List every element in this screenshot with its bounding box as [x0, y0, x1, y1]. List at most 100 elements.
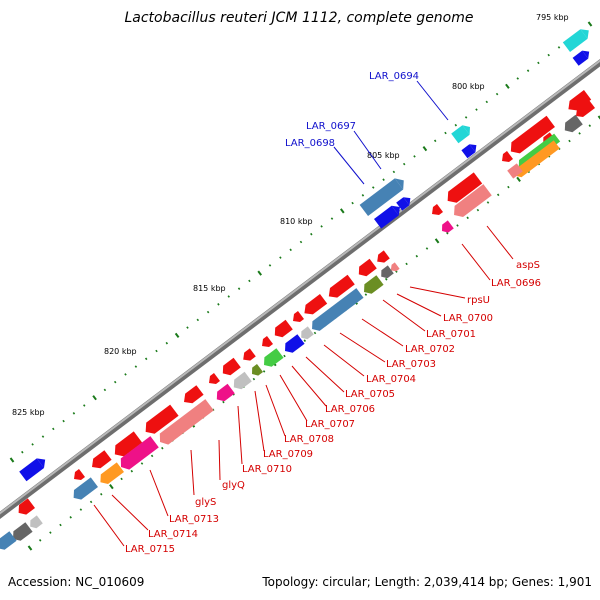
minor-tick — [268, 264, 272, 267]
gene-feature — [243, 348, 256, 361]
minor-tick — [425, 247, 429, 250]
gene-label-lar-0698: LAR_0698 — [285, 138, 335, 149]
gene-feature — [515, 140, 560, 178]
minor-tick — [516, 77, 520, 80]
minor-tick — [150, 454, 154, 458]
gene-feature — [73, 477, 98, 500]
gene-feature — [576, 99, 595, 118]
lower-features-row2 — [0, 99, 595, 550]
minor-tick — [38, 539, 42, 542]
gene-label-lar-0697: LAR_0697 — [306, 121, 356, 132]
gene-feature — [18, 498, 35, 515]
minor-tick — [21, 450, 24, 454]
gene-feature — [274, 319, 293, 338]
gene-feature — [120, 436, 159, 470]
minor-tick — [415, 254, 419, 258]
minor-tick — [485, 100, 489, 104]
minor-tick — [283, 354, 286, 358]
minor-tick — [578, 132, 581, 135]
gene-feature — [222, 357, 241, 376]
gene-feature — [447, 172, 483, 203]
major-tick — [597, 115, 600, 120]
gene-feature — [442, 220, 454, 233]
minor-tick — [113, 380, 117, 384]
minor-tick — [262, 370, 266, 373]
minor-tick — [456, 224, 459, 227]
gene-feature — [114, 431, 143, 457]
major-tick — [109, 484, 114, 490]
gene-feature — [0, 531, 17, 550]
gene-feature — [507, 163, 523, 179]
gene-label-lar-0710: LAR_0710 — [242, 464, 292, 475]
genome-backbone — [0, 59, 600, 519]
minor-tick — [155, 349, 158, 353]
gene-label-lar-0706: LAR_0706 — [325, 404, 375, 415]
gene-feature — [209, 372, 221, 384]
gene-feature — [264, 348, 284, 367]
gene-feature — [100, 462, 124, 485]
gene-feature — [252, 363, 264, 376]
minor-tick — [124, 373, 127, 376]
gene-label-lar-0700: LAR_0700 — [443, 313, 493, 324]
feature-lar-0694-b — [572, 50, 590, 66]
gene-feature — [262, 335, 274, 347]
minor-tick — [568, 139, 571, 143]
gene-feature — [510, 115, 555, 154]
gene-label-lar-0709: LAR_0709 — [263, 449, 313, 460]
minor-tick — [464, 116, 468, 119]
minor-tick — [351, 201, 354, 205]
minor-tick — [130, 469, 134, 473]
minor-tick — [507, 185, 510, 189]
minor-tick — [413, 155, 416, 158]
gene-label-lar-0714: LAR_0714 — [148, 529, 198, 540]
gene-feature — [312, 288, 364, 331]
gene-label-lar-0701: LAR_0701 — [426, 329, 476, 340]
gene-feature — [184, 385, 204, 404]
upper-gene-labels: LAR_0694 LAR_0697 LAR_0698 — [285, 71, 419, 149]
minor-tick — [59, 523, 62, 527]
gene-feature — [145, 404, 179, 434]
minor-tick — [547, 53, 550, 57]
gene-feature — [364, 275, 384, 294]
lower-features-row1 — [18, 89, 592, 515]
minor-tick — [557, 46, 561, 49]
gene-feature — [30, 515, 43, 529]
major-tick — [505, 83, 510, 89]
gene-feature — [216, 383, 235, 402]
tick-label-815: 815 kbp — [193, 284, 226, 293]
gene-feature — [233, 371, 252, 390]
minor-tick — [289, 248, 292, 252]
gene-label-lar-0704: LAR_0704 — [366, 374, 416, 385]
minor-tick — [279, 256, 282, 259]
major-tick — [422, 146, 428, 152]
feature-lar-0698-b — [396, 197, 411, 211]
minor-tick — [496, 193, 500, 197]
minor-tick — [186, 326, 189, 329]
minor-tick — [433, 139, 437, 143]
gene-feature — [568, 89, 592, 111]
lower-gene-labels: aspS LAR_0696 rpsU LAR_0700 LAR_0701 LAR… — [125, 260, 541, 555]
minor-tick — [222, 400, 225, 404]
major-tick — [434, 238, 440, 244]
minor-tick — [382, 178, 385, 181]
minor-tick — [83, 404, 86, 407]
minor-tick — [466, 216, 469, 220]
gene-label-lar-0703: LAR_0703 — [386, 359, 436, 370]
minor-tick — [475, 108, 478, 111]
minor-tick — [52, 427, 55, 431]
minor-tick — [364, 293, 368, 296]
feature-blue-left — [19, 458, 46, 482]
minor-tick — [103, 388, 107, 392]
gene-feature — [502, 150, 514, 162]
minor-tick — [310, 232, 313, 236]
minor-tick — [320, 225, 323, 228]
tick-label-825: 825 kbp — [12, 408, 45, 417]
gene-feature — [285, 334, 305, 353]
minor-tick — [526, 69, 530, 72]
feature-lar-0697 — [451, 125, 470, 144]
accession-text: Accession: NC_010609 — [8, 575, 144, 589]
major-tick — [27, 545, 33, 551]
minor-tick — [140, 462, 144, 465]
minor-tick — [392, 170, 396, 174]
